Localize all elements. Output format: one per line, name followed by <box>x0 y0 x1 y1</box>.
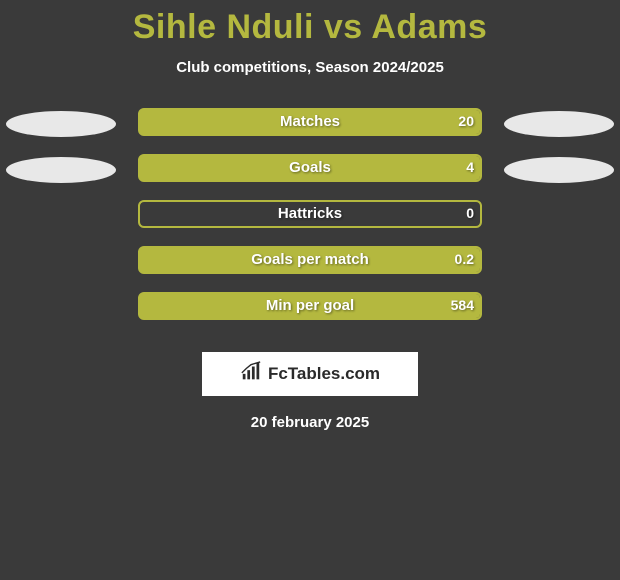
stat-bar: Matches20 <box>138 108 482 136</box>
player-right-marker <box>504 111 614 137</box>
stat-row: Matches20 <box>0 106 620 152</box>
stat-row: Min per goal584 <box>0 290 620 336</box>
logo-box[interactable]: FcTables.com <box>202 352 418 396</box>
stat-bar: Hattricks0 <box>138 200 482 228</box>
stat-row: Hattricks0 <box>0 198 620 244</box>
stat-value-right: 0.2 <box>455 251 474 267</box>
stat-value-right: 20 <box>458 113 474 129</box>
stat-label: Goals <box>140 159 480 176</box>
date-line: 20 february 2025 <box>0 414 620 431</box>
subtitle: Club competitions, Season 2024/2025 <box>0 59 620 76</box>
stat-row: Goals4 <box>0 152 620 198</box>
chart-icon <box>240 361 262 388</box>
stat-value-right: 584 <box>451 297 474 313</box>
stat-label: Matches <box>140 113 480 130</box>
stat-bar: Min per goal584 <box>138 292 482 320</box>
comparison-rows: Matches20 Goals4 Hattricks0 Goals per match… <box>0 106 620 336</box>
stat-row: Goals per match0.2 <box>0 244 620 290</box>
stat-bar: Goals4 <box>138 154 482 182</box>
stat-value-right: 4 <box>466 159 474 175</box>
stat-bar: Goals per match0.2 <box>138 246 482 274</box>
stat-label: Goals per match <box>140 251 480 268</box>
stat-value-right: 0 <box>466 205 474 221</box>
player-right-marker <box>504 157 614 183</box>
logo-text: FcTables.com <box>268 364 380 384</box>
player-left-marker <box>6 111 116 137</box>
page-title: Sihle Nduli vs Adams <box>0 0 620 47</box>
stat-label: Min per goal <box>140 297 480 314</box>
stat-label: Hattricks <box>140 205 480 222</box>
player-left-marker <box>6 157 116 183</box>
